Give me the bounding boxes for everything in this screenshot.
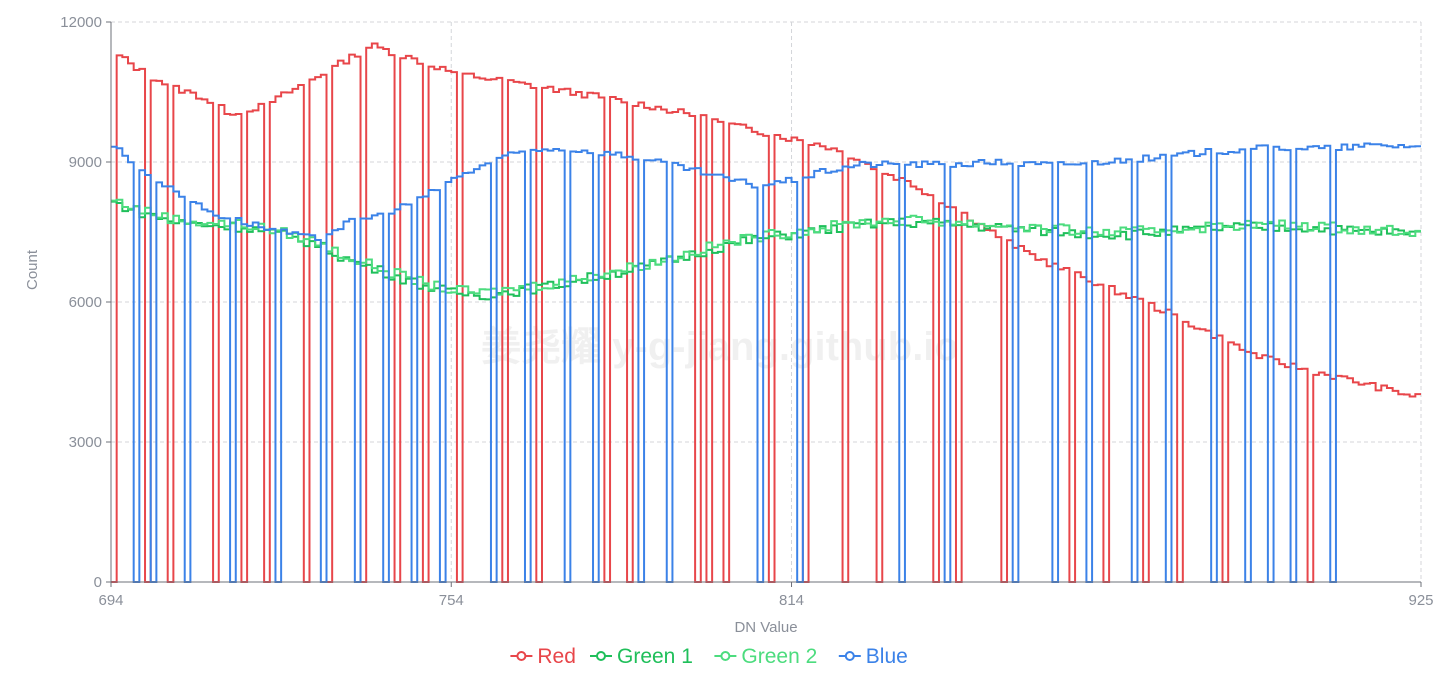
y-axis-label: Count [24, 249, 41, 290]
y-tick-label-4: 12000 [60, 14, 102, 31]
x-tick-label-3: 925 [1408, 592, 1433, 609]
legend-label-blue: Blue [866, 645, 908, 668]
legend[interactable]: Red Green 1 Green 2 Blue [510, 645, 908, 668]
legend-label-green-1: Green 1 [617, 645, 693, 668]
legend-marker-icon [596, 651, 606, 661]
x-tick-label-2: 814 [779, 592, 804, 609]
legend-marker-icon [844, 651, 855, 661]
axes: 0 3000 6000 9000 12000 694 754 814 925 [60, 14, 1433, 609]
y-tick-label-0: 0 [94, 574, 102, 591]
legend-marker-icon [516, 651, 527, 661]
legend-item-green-2[interactable]: Green 2 [714, 645, 817, 668]
grid [111, 21, 1422, 582]
legend-item-blue[interactable]: Blue [838, 645, 908, 668]
legend-item-green-1[interactable]: Green 1 [590, 645, 693, 668]
series-line-blue [111, 142, 1421, 583]
series-line-green-2 [111, 198, 1421, 296]
series-layer [111, 42, 1421, 583]
legend-item-red[interactable]: Red [510, 645, 576, 668]
series-line-red [111, 42, 1421, 583]
y-tick-label-3: 9000 [69, 154, 102, 171]
legend-label-red: Red [537, 645, 576, 668]
x-tick-label-0: 694 [98, 592, 123, 609]
legend-marker-icon [720, 651, 731, 661]
x-tick-label-1: 754 [439, 592, 464, 609]
series-line-green-1 [111, 200, 1421, 301]
y-tick-label-1: 3000 [69, 434, 102, 451]
y-tick-label-2: 6000 [69, 294, 102, 311]
legend-label-green-2: Green 2 [741, 645, 817, 668]
watermark: 姜尧耀 y-g-jiang.github.io [481, 325, 959, 369]
x-axis-label: DN Value [734, 619, 797, 636]
